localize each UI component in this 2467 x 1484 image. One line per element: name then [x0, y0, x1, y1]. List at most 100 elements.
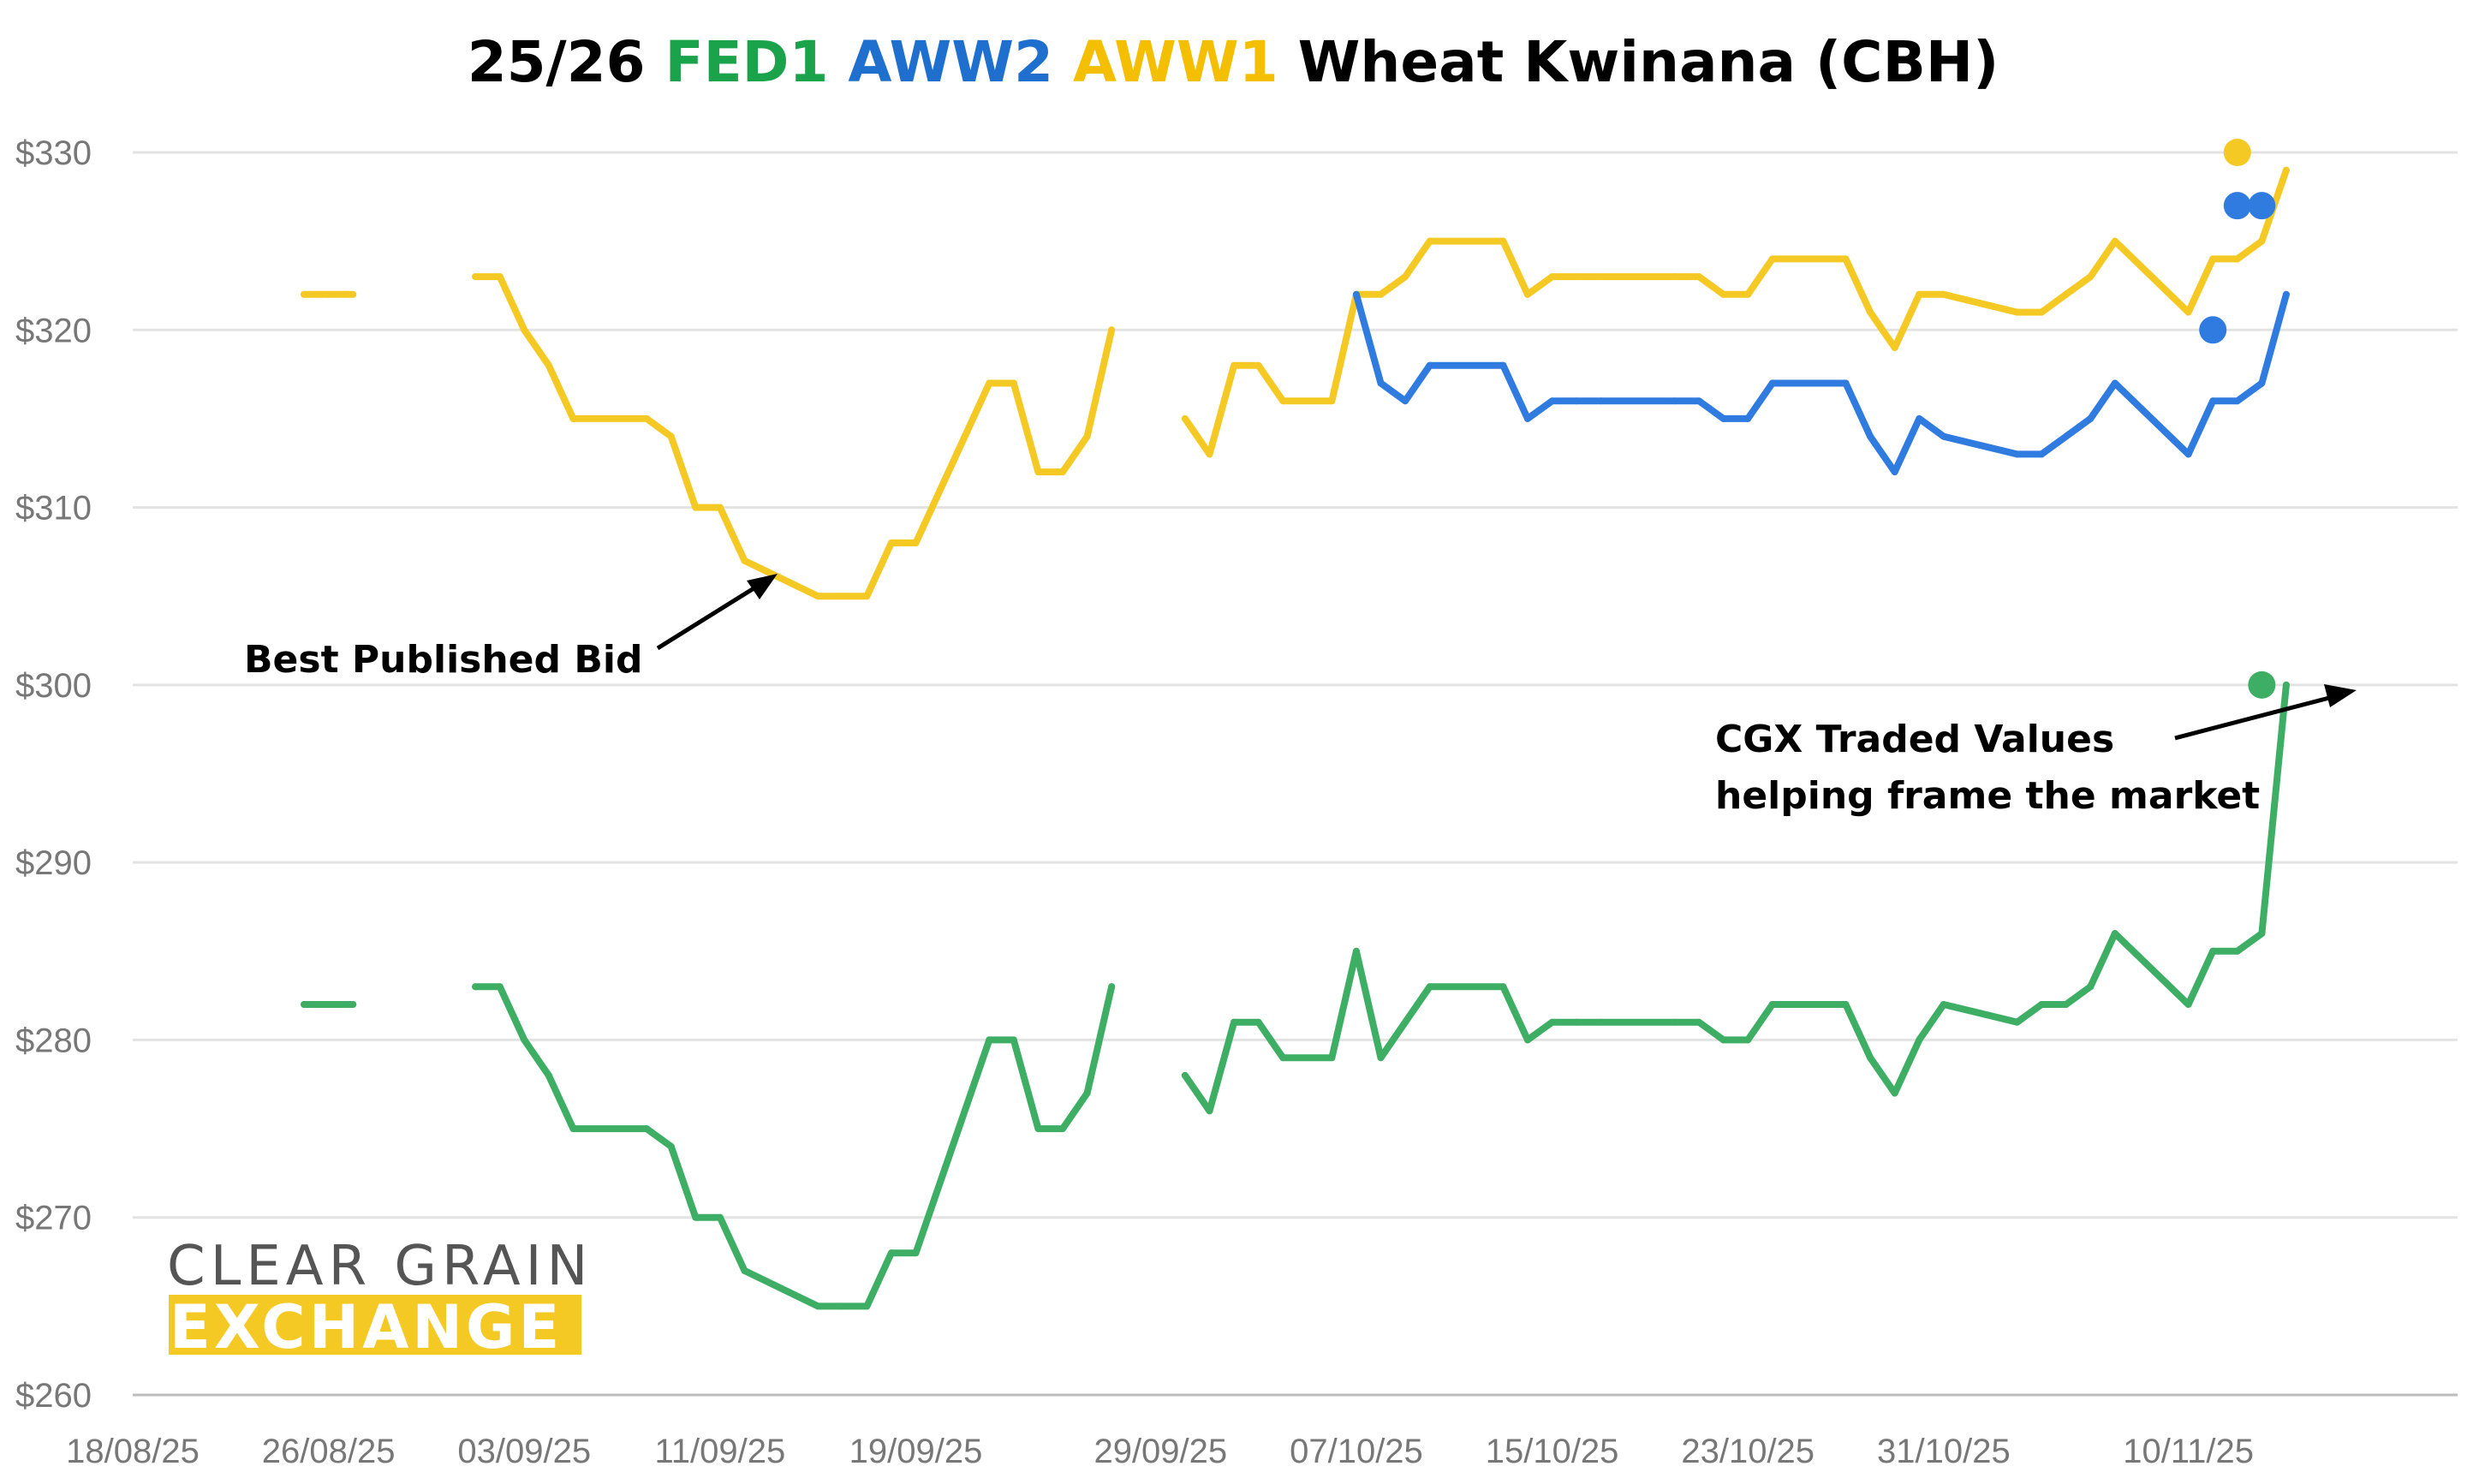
fed1-point [1499, 983, 1507, 991]
title-aww1: AWW1 [1073, 29, 1278, 95]
aww1-point [1108, 326, 1116, 334]
fed1-point [716, 1213, 724, 1221]
aww1-point [325, 290, 332, 298]
aww2-point [1768, 379, 1776, 387]
aww1-point [569, 414, 577, 422]
aww1-traded-point [2223, 139, 2251, 166]
x-tick-label: 07/10/25 [1290, 1433, 1423, 1470]
aww1-point [741, 557, 748, 564]
aww1-point [2209, 255, 2217, 263]
fed1-point [349, 1000, 357, 1008]
x-tick-label: 10/11/25 [2123, 1433, 2254, 1470]
fed1-point [521, 1036, 528, 1044]
fed1-point [1744, 1036, 1752, 1044]
fed1-point [1671, 1018, 1678, 1026]
fed1-point [1083, 1089, 1091, 1097]
fed1-point [1328, 1054, 1336, 1062]
aww1-point [887, 539, 895, 547]
fed1-point [472, 983, 480, 991]
aww1-point [1059, 468, 1066, 476]
aww1-point [349, 290, 357, 298]
aww1-point [692, 504, 700, 511]
aww1-point [716, 504, 724, 511]
title-suffix: Wheat Kwinana (CBH) [1298, 29, 1999, 95]
fed1-point [2209, 947, 2217, 955]
chart-title: 25/26 FED1 AWW2 AWW1 Wheat Kwinana (CBH) [468, 29, 1999, 95]
aww1-point [545, 361, 552, 369]
fed1-point [1426, 983, 1433, 991]
aww1-point [2062, 290, 2070, 298]
aww1-point [1499, 237, 1507, 245]
aww1-point [1573, 273, 1581, 281]
fed1-point [692, 1213, 700, 1221]
y-tick-label: $280 [15, 1022, 92, 1059]
best-bid-label: Best Published Bid [244, 638, 642, 682]
fed1-point [1108, 983, 1116, 991]
aww2-point [1891, 468, 1898, 476]
fed1-point [667, 1142, 675, 1150]
fed1-point [1867, 1054, 1874, 1062]
fed1-point [1010, 1036, 1017, 1044]
y-tick-label: $270 [15, 1200, 92, 1237]
aww1-point [1377, 290, 1385, 298]
aww1-point [2258, 237, 2266, 245]
cgx-arrowhead [2324, 684, 2357, 707]
aww1-point [1744, 290, 1752, 298]
fed1-point [1402, 1018, 1409, 1026]
aww2-point [1548, 397, 1556, 405]
aww1-point [1426, 237, 1433, 245]
aww2-point [1597, 397, 1605, 405]
y-axis-ticks: $260 $270 $280 $290 $300 $310 $320 $330 [15, 134, 92, 1415]
title-prefix: 25/26 [468, 29, 646, 95]
clear-grain-exchange-logo: CLEAR GRAIN EXCHANGE [167, 1235, 587, 1362]
aww1-point [1231, 361, 1238, 369]
fed1-point [301, 1000, 308, 1008]
fed1-point [1548, 1018, 1556, 1026]
aww1-point [1034, 468, 1042, 476]
aww2-point [2282, 290, 2290, 298]
best-bid-annotation: Best Published Bid [244, 574, 778, 682]
aww1-point [2111, 237, 2118, 245]
cgx-label-line1: CGX Traded Values [1715, 718, 2114, 761]
fed1-point [863, 1302, 871, 1310]
aww2-point [1744, 414, 1752, 422]
aww2-point [1671, 397, 1678, 405]
fed1-point [2184, 1000, 2192, 1008]
fed1-point [1352, 947, 1360, 955]
aww1-point [986, 379, 993, 387]
fed1-point [1842, 1000, 1850, 1008]
fed1-point [1279, 1054, 1287, 1062]
fed1-point [643, 1125, 651, 1133]
fed1-point [2111, 930, 2118, 938]
title-fed1: FED1 [664, 29, 828, 95]
fed1-point [887, 1249, 895, 1257]
aww1-point [2233, 255, 2241, 263]
fed1-traded-point [2248, 670, 2276, 699]
aww1-point [1695, 273, 1703, 281]
aww2-point [2087, 414, 2095, 422]
fed1-point [1891, 1089, 1898, 1097]
fed1-point [569, 1125, 577, 1133]
title-aww2: AWW2 [848, 29, 1053, 95]
aww2-traded-point [2199, 316, 2227, 344]
fed1-point [1597, 1018, 1605, 1026]
fed1-point [1768, 1000, 1776, 1008]
cgx-annotation: CGX Traded Values helping frame the mark… [1715, 684, 2357, 818]
fed1-point [2087, 983, 2095, 991]
aww2-point [1940, 432, 1947, 440]
aww2-point [2184, 450, 2192, 458]
aww1-point [1597, 273, 1605, 281]
grid-lines [133, 151, 2458, 1219]
x-tick-label: 15/10/25 [1486, 1433, 1619, 1470]
aww1-point [2013, 308, 2021, 316]
aww2-point [2209, 397, 2217, 405]
aww1-point [863, 593, 871, 600]
fed1-point [1573, 1018, 1581, 1026]
aww1-point [1916, 290, 1923, 298]
aww1-point [1181, 414, 1189, 422]
aww1-point [1402, 273, 1409, 281]
y-tick-label: $310 [15, 490, 92, 527]
aww2-point [1573, 397, 1581, 405]
aww2-point [1867, 432, 1874, 440]
